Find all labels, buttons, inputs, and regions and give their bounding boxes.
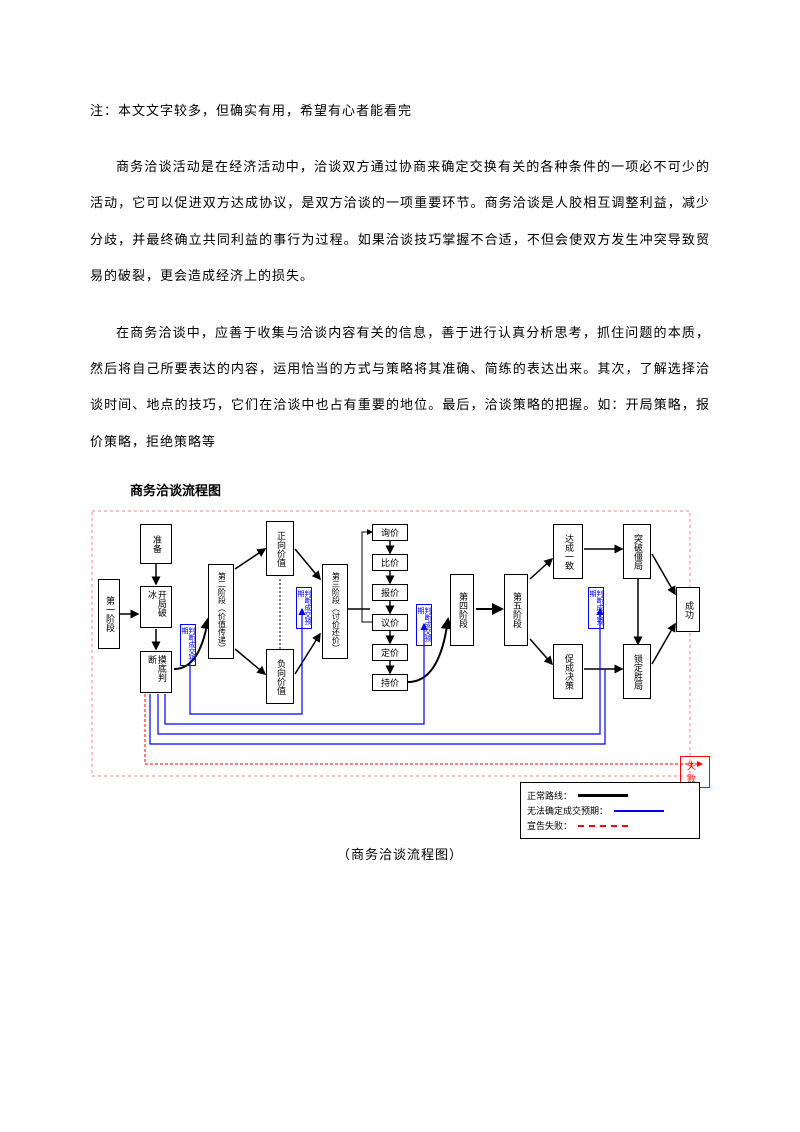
node-bluebox-3: 判断成交预期 — [416, 604, 432, 646]
paragraph-1: 商务洽谈活动是在经济活动中，洽谈双方通过协商来确定交换有关的各种条件的一项必不可… — [90, 149, 710, 295]
legend-normal-line — [578, 794, 628, 797]
node-lock: 锁定胜局 — [623, 644, 651, 699]
node-hold: 持价 — [372, 674, 408, 691]
paragraph-2: 在商务洽谈中，应善于收集与洽谈内容有关的信息，善于进行认真分析思考，抓住问题的本… — [90, 315, 710, 461]
legend: 正常路线： 无法确定成交预期： 宣告失败： — [520, 782, 700, 839]
flowchart: 第一阶段 准备 开局破冰 摸底判断 判断成交预期 第二阶段︵价值传递︶ 正向价值… — [90, 509, 710, 819]
node-stage4: 第四阶段 — [450, 574, 474, 646]
note-text: 注：本文文字较多，但确实有用，希望有心者能看完 — [90, 100, 710, 119]
node-agree: 达成一致 — [553, 524, 583, 579]
node-bluebox-1: 判断成交预期 — [180, 624, 196, 666]
node-stage5: 第五阶段 — [504, 574, 528, 646]
legend-fail-label: 宣告失败： — [527, 819, 572, 832]
node-breakthrough: 突破僵局 — [623, 524, 651, 579]
node-fix: 定价 — [372, 644, 408, 661]
flowchart-title: 商务洽谈流程图 — [130, 480, 710, 499]
node-quote: 报价 — [372, 584, 408, 601]
node-bargain: 议价 — [372, 614, 408, 631]
node-icebreak: 开局破冰 — [140, 586, 172, 628]
node-judge: 摸底判断 — [140, 651, 172, 693]
node-compare: 比价 — [372, 554, 408, 571]
node-negval: 负向价值 — [266, 649, 294, 704]
node-decide: 促成决策 — [553, 644, 583, 699]
node-bluebox-4: 判断成交预期 — [588, 587, 604, 629]
node-stage3: 第三阶段︵讨价还价︶ — [322, 564, 348, 659]
node-stage1: 第一阶段 — [98, 579, 120, 649]
legend-normal-label: 正常路线： — [527, 789, 572, 802]
node-posval: 正向价值 — [266, 521, 294, 576]
node-prepare: 准备 — [140, 524, 172, 564]
node-bluebox-2: 判断成交预期 — [296, 587, 312, 629]
node-stage2: 第二阶段︵价值传递︶ — [208, 564, 234, 659]
legend-fail-line — [578, 825, 628, 827]
legend-uncertain-label: 无法确定成交预期： — [527, 804, 608, 817]
node-success: 成功 — [676, 587, 700, 632]
legend-uncertain-line — [614, 810, 664, 812]
flowchart-caption: （商务洽谈流程图） — [90, 844, 710, 863]
node-inquiry: 询价 — [372, 524, 408, 541]
